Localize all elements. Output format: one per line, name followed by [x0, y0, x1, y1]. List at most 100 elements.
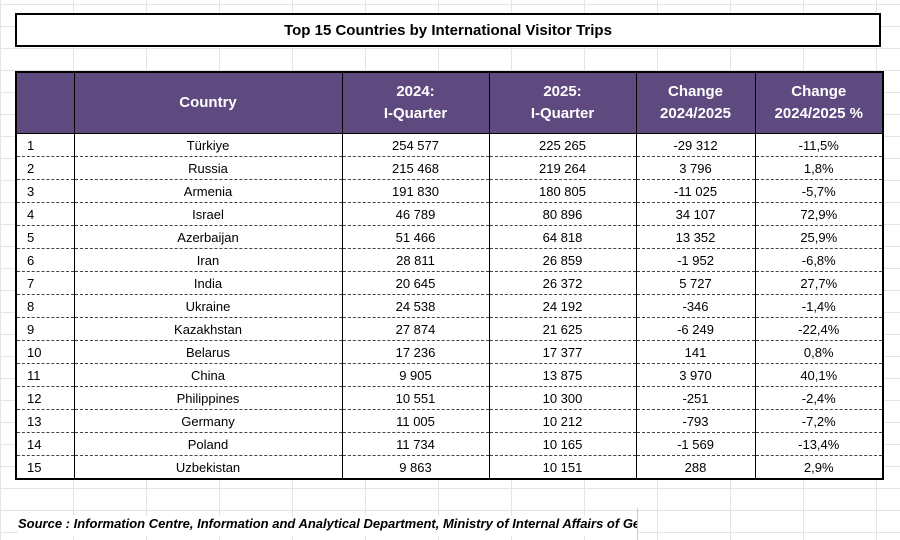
source-note: Source : Information Centre, Information… — [18, 516, 638, 536]
value-2025-cell: 180 805 — [489, 179, 637, 203]
country-cell: Uzbekistan — [74, 455, 343, 480]
header-rank — [15, 71, 75, 134]
rank-cell: 11 — [16, 363, 75, 387]
table-body: 1 Türkiye 254 577 225 265 -29 312 -11,5% 2 Russ… — [16, 133, 884, 480]
change-percent-cell: 25,9% — [755, 225, 884, 249]
value-2025-cell: 24 192 — [489, 294, 637, 318]
change-cell: 141 — [636, 340, 756, 364]
change-cell: -11 025 — [636, 179, 756, 203]
change-percent-cell: -7,2% — [755, 409, 884, 433]
change-cell: 3 970 — [636, 363, 756, 387]
change-percent-cell: -5,7% — [755, 179, 884, 203]
value-2024-cell: 9 905 — [342, 363, 490, 387]
table-row: 15 Uzbekistan 9 863 10 151 288 2,9% — [16, 455, 884, 480]
rank-cell: 3 — [16, 179, 75, 203]
header-row: Country 2024: I-Quarter 2025: I-Quarter Chang… — [15, 71, 884, 134]
change-cell: -793 — [636, 409, 756, 433]
country-cell: India — [74, 271, 343, 295]
change-cell: 5 727 — [636, 271, 756, 295]
country-cell: China — [74, 363, 343, 387]
change-percent-cell: 0,8% — [755, 340, 884, 364]
change-percent-cell: 1,8% — [755, 156, 884, 180]
table-row: 1 Türkiye 254 577 225 265 -29 312 -11,5% — [16, 133, 884, 157]
rank-cell: 4 — [16, 202, 75, 226]
change-percent-cell: -1,4% — [755, 294, 884, 318]
rank-cell: 8 — [16, 294, 75, 318]
value-2025-cell: 13 875 — [489, 363, 637, 387]
value-2025-cell: 17 377 — [489, 340, 637, 364]
value-2025-cell: 80 896 — [489, 202, 637, 226]
table-title: Top 15 Countries by International Visito… — [15, 13, 881, 47]
country-cell: Azerbaijan — [74, 225, 343, 249]
value-2025-cell: 10 300 — [489, 386, 637, 410]
value-2025-cell: 10 165 — [489, 432, 637, 456]
change-cell: -346 — [636, 294, 756, 318]
country-cell: Iran — [74, 248, 343, 272]
rank-cell: 7 — [16, 271, 75, 295]
rank-cell: 12 — [16, 386, 75, 410]
country-cell: Kazakhstan — [74, 317, 343, 341]
change-percent-cell: -13,4% — [755, 432, 884, 456]
table-row: 11 China 9 905 13 875 3 970 40,1% — [16, 363, 884, 387]
value-2024-cell: 28 811 — [342, 248, 490, 272]
table-row: 6 Iran 28 811 26 859 -1 952 -6,8% — [16, 248, 884, 272]
value-2024-cell: 20 645 — [342, 271, 490, 295]
rank-cell: 14 — [16, 432, 75, 456]
country-cell: Armenia — [74, 179, 343, 203]
value-2025-cell: 10 212 — [489, 409, 637, 433]
value-2024-cell: 24 538 — [342, 294, 490, 318]
value-2025-cell: 21 625 — [489, 317, 637, 341]
rank-cell: 10 — [16, 340, 75, 364]
change-percent-cell: 72,9% — [755, 202, 884, 226]
change-percent-cell: 2,9% — [755, 455, 884, 480]
value-2024-cell: 11 734 — [342, 432, 490, 456]
change-cell: 288 — [636, 455, 756, 480]
country-cell: Belarus — [74, 340, 343, 364]
value-2025-cell: 225 265 — [489, 133, 637, 157]
value-2024-cell: 27 874 — [342, 317, 490, 341]
value-2024-cell: 10 551 — [342, 386, 490, 410]
country-cell: Israel — [74, 202, 343, 226]
table-row: 10 Belarus 17 236 17 377 141 0,8% — [16, 340, 884, 364]
value-2025-cell: 219 264 — [489, 156, 637, 180]
table-row: 5 Azerbaijan 51 466 64 818 13 352 25,9% — [16, 225, 884, 249]
value-2024-cell: 191 830 — [342, 179, 490, 203]
header-change: Change 2024/2025 — [635, 71, 756, 134]
table-row: 2 Russia 215 468 219 264 3 796 1,8% — [16, 156, 884, 180]
visitor-trips-table: Country 2024: I-Quarter 2025: I-Quarter Chang… — [15, 71, 884, 480]
value-2024-cell: 215 468 — [342, 156, 490, 180]
change-percent-cell: 40,1% — [755, 363, 884, 387]
value-2024-cell: 46 789 — [342, 202, 490, 226]
table-row: 7 India 20 645 26 372 5 727 27,7% — [16, 271, 884, 295]
table-row: 14 Poland 11 734 10 165 -1 569 -13,4% — [16, 432, 884, 456]
country-cell: Germany — [74, 409, 343, 433]
change-percent-cell: -6,8% — [755, 248, 884, 272]
rank-cell: 5 — [16, 225, 75, 249]
table-row: 4 Israel 46 789 80 896 34 107 72,9% — [16, 202, 884, 226]
table-row: 12 Philippines 10 551 10 300 -251 -2,4% — [16, 386, 884, 410]
change-percent-cell: -11,5% — [755, 133, 884, 157]
country-cell: Russia — [74, 156, 343, 180]
rank-cell: 2 — [16, 156, 75, 180]
change-cell: 13 352 — [636, 225, 756, 249]
rank-cell: 15 — [16, 455, 75, 480]
change-cell: 34 107 — [636, 202, 756, 226]
change-percent-cell: -22,4% — [755, 317, 884, 341]
table-row: 3 Armenia 191 830 180 805 -11 025 -5,7% — [16, 179, 884, 203]
country-cell: Ukraine — [74, 294, 343, 318]
change-percent-cell: 27,7% — [755, 271, 884, 295]
change-cell: -29 312 — [636, 133, 756, 157]
rank-cell: 13 — [16, 409, 75, 433]
header-country: Country — [73, 71, 343, 134]
column-divider — [637, 508, 638, 540]
data-table-container: Country 2024: I-Quarter 2025: I-Quarter Chang… — [15, 71, 884, 480]
value-2024-cell: 51 466 — [342, 225, 490, 249]
header-change-percent: Change 2024/2025 % — [754, 71, 884, 134]
rank-cell: 1 — [16, 133, 75, 157]
rank-cell: 9 — [16, 317, 75, 341]
table-row: 13 Germany 11 005 10 212 -793 -7,2% — [16, 409, 884, 433]
table-row: 8 Ukraine 24 538 24 192 -346 -1,4% — [16, 294, 884, 318]
value-2025-cell: 10 151 — [489, 455, 637, 480]
table-row: 9 Kazakhstan 27 874 21 625 -6 249 -22,4% — [16, 317, 884, 341]
header-2024-q1: 2024: I-Quarter — [341, 71, 490, 134]
